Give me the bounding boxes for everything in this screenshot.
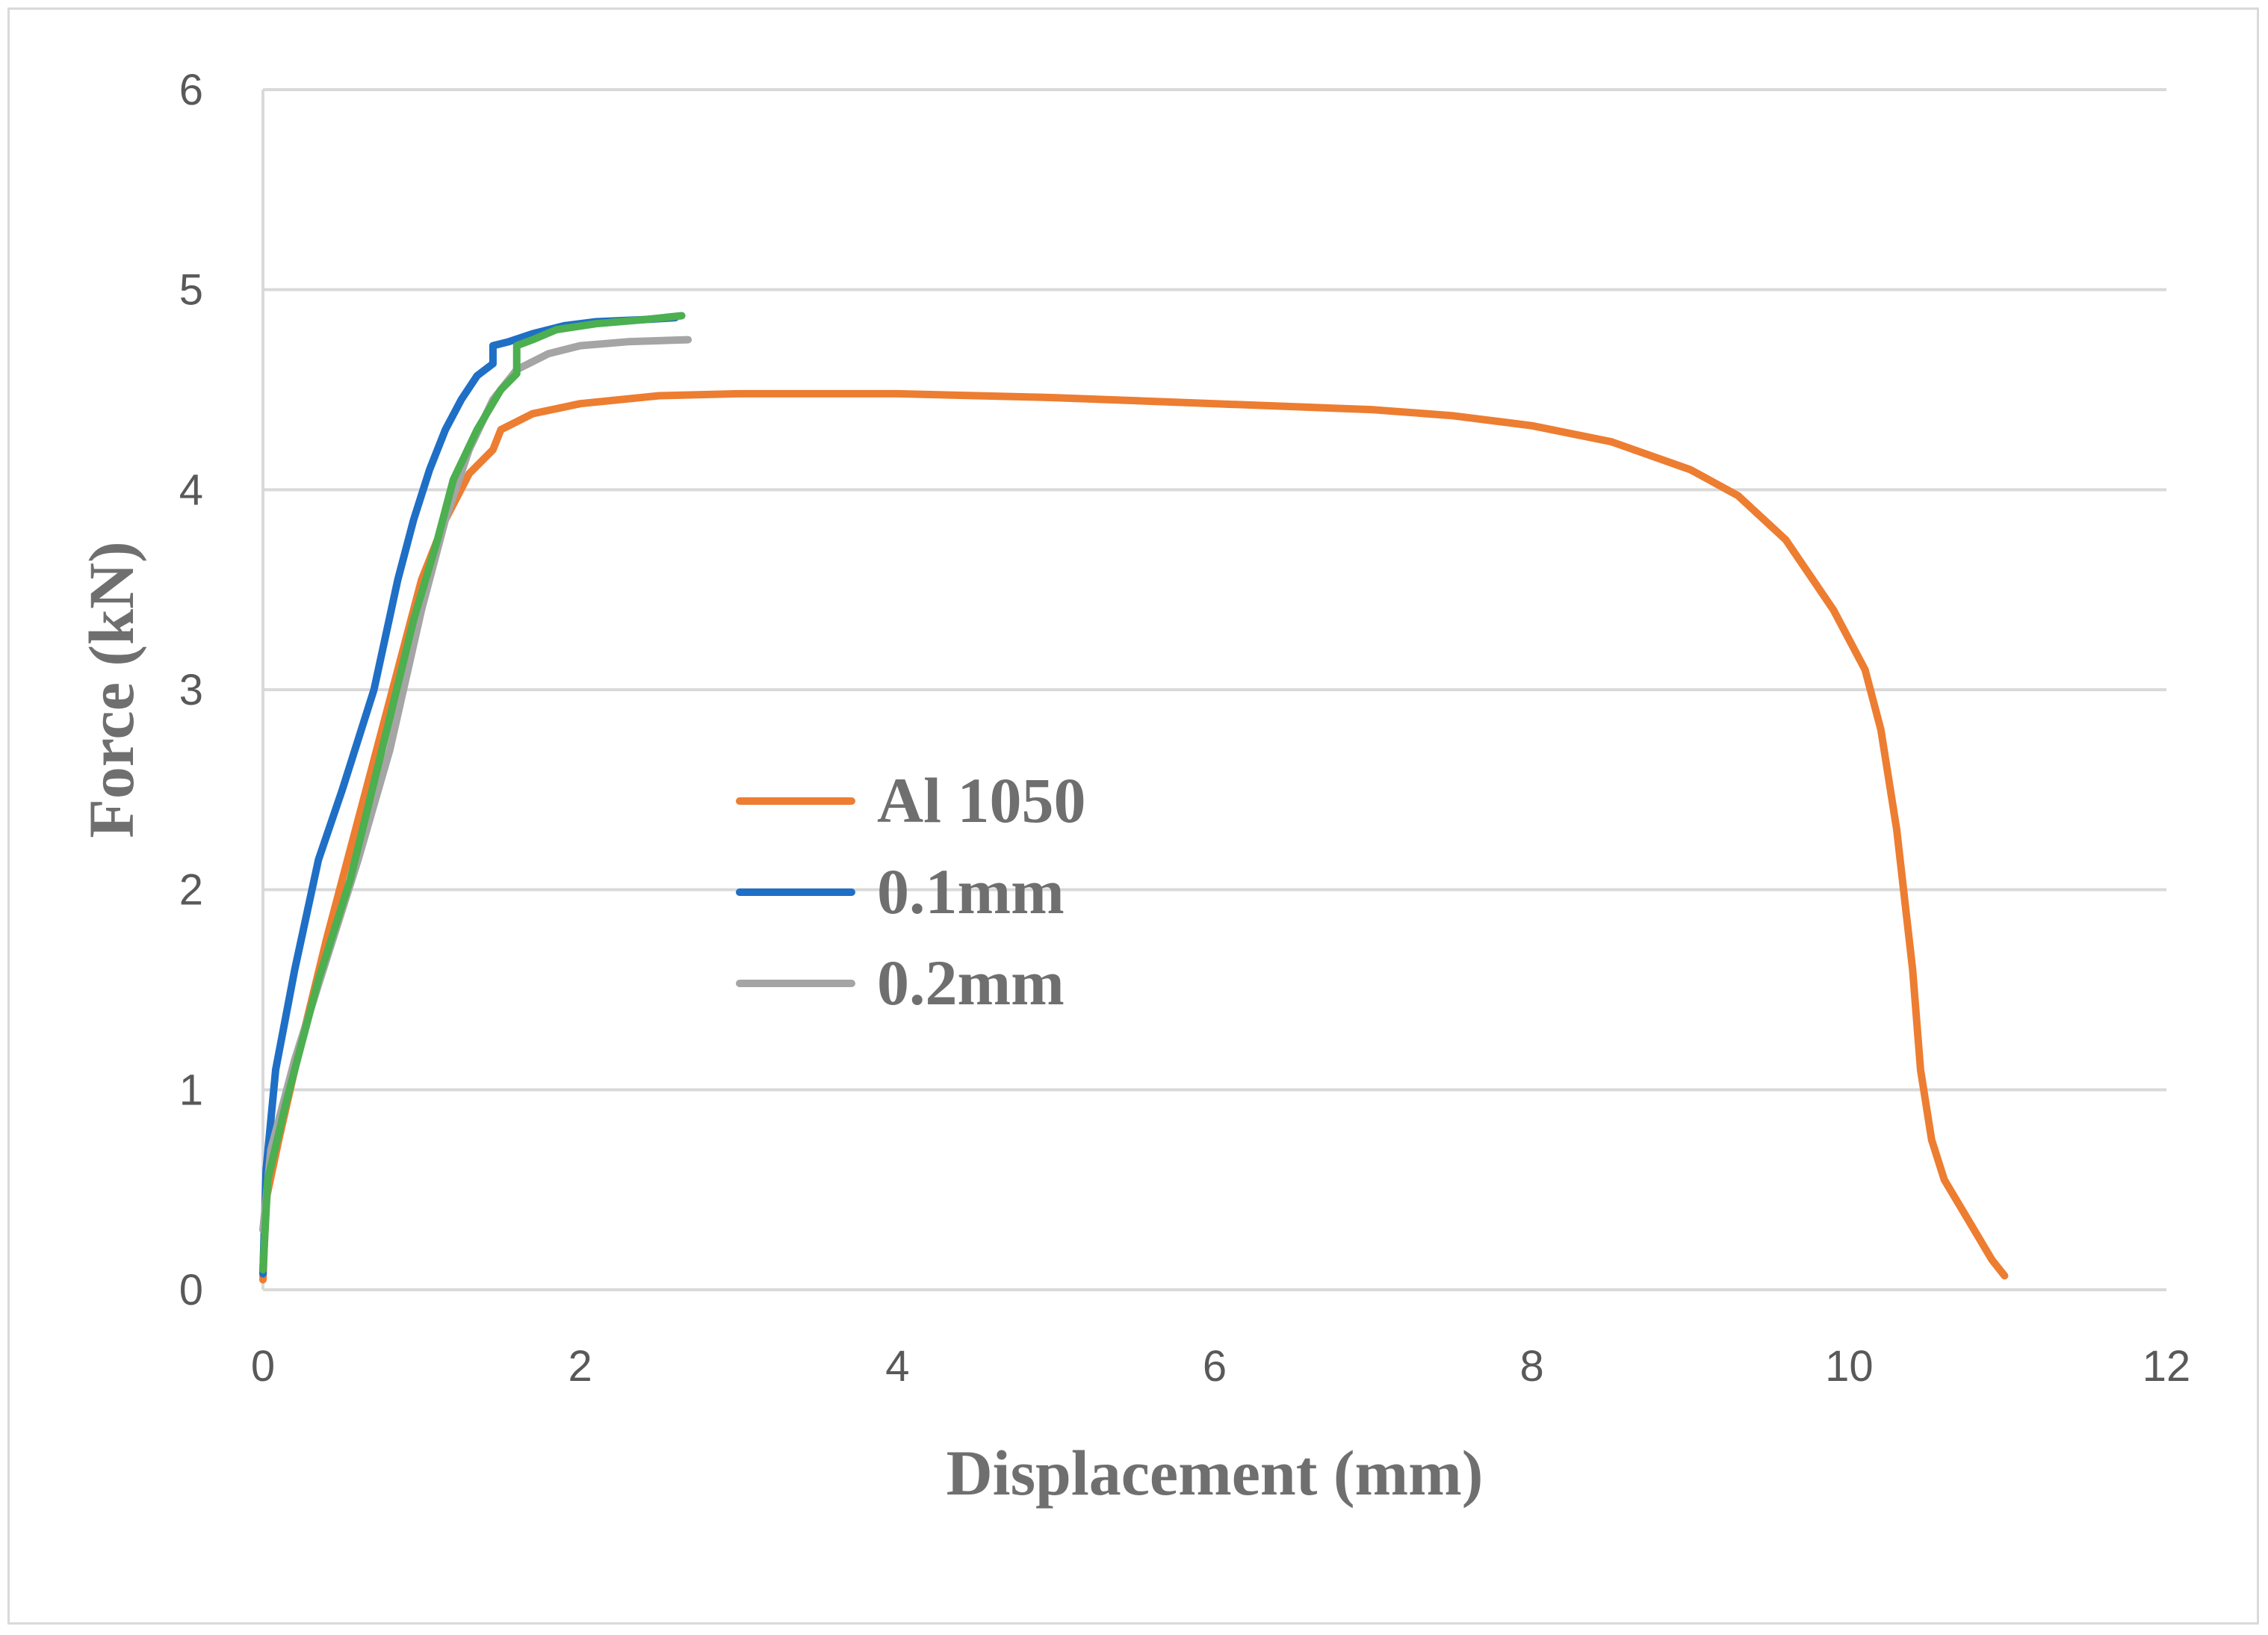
legend: Al 1050 0.1mm 0.2mm <box>736 764 1086 1019</box>
legend-label-1: 0.1mm <box>877 856 1065 927</box>
x-axis-title: Displacement (mm) <box>946 1437 1484 1509</box>
x-tick-label: 0 <box>251 1342 275 1391</box>
x-tick-label: 4 <box>885 1342 909 1391</box>
x-tick-labels: 0 2 4 6 8 10 12 <box>251 1342 2190 1391</box>
y-tick-label: 6 <box>179 66 203 114</box>
y-tick-label: 1 <box>179 1066 203 1114</box>
x-tick-label: 10 <box>1825 1342 1874 1391</box>
legend-label-0: Al 1050 <box>877 764 1086 836</box>
y-tick-label: 5 <box>179 266 203 315</box>
series-lines <box>259 312 2009 1284</box>
y-tick-label: 3 <box>179 666 203 714</box>
series-line-0 <box>259 389 2009 1284</box>
x-tick-label: 2 <box>568 1342 592 1391</box>
y-tick-label: 0 <box>179 1266 203 1314</box>
gridlines <box>263 88 2166 1092</box>
x-tick-label: 8 <box>1520 1342 1544 1391</box>
y-tick-label: 2 <box>179 866 203 915</box>
series-line-2 <box>259 336 693 1234</box>
x-tick-label: 12 <box>2142 1342 2191 1391</box>
x-tick-label: 6 <box>1203 1342 1227 1391</box>
y-tick-label: 4 <box>179 466 203 514</box>
legend-label-2: 0.2mm <box>877 947 1065 1019</box>
chart-frame <box>7 7 2259 1625</box>
y-tick-labels: 0 1 2 3 4 5 6 <box>179 66 203 1314</box>
series-line-3 <box>259 312 686 1274</box>
y-axis-title: Force (kN) <box>75 541 147 838</box>
